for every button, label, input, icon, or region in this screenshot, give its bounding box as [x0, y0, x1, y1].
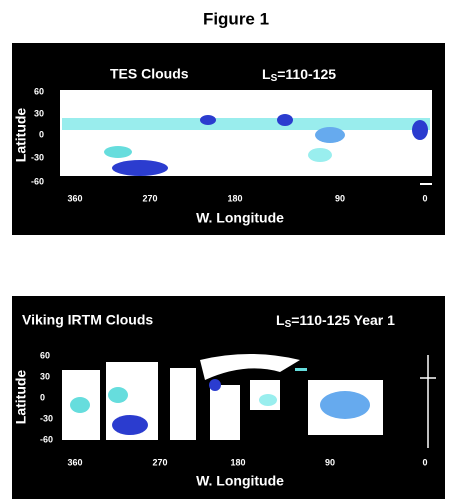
- y-tick-label: -30: [40, 413, 53, 423]
- y-tick-label: 60: [34, 86, 44, 96]
- y-tick-label: -30: [31, 152, 44, 162]
- x-tick-label: 270: [152, 457, 167, 467]
- y-tick-label: 60: [40, 350, 50, 360]
- y-axis-label: Latitude: [13, 370, 29, 425]
- panel: Viking IRTM Clouds LS=110-125 Year 1 Lat…: [12, 296, 445, 499]
- panel-title: Viking IRTM Clouds: [22, 312, 153, 328]
- cloud-map: [60, 90, 432, 185]
- x-tick-label: 270: [142, 193, 157, 203]
- x-tick-label: 180: [230, 457, 245, 467]
- x-tick-label: 90: [325, 457, 335, 467]
- cloud-blob: [412, 120, 428, 140]
- panel-title: TES Clouds: [110, 66, 189, 82]
- cloud-band: [62, 118, 430, 130]
- y-tick-label: 0: [40, 392, 45, 402]
- cloud-blob: [308, 148, 332, 162]
- cloud-blob: [112, 415, 148, 435]
- y-tick-label: -60: [31, 176, 44, 186]
- x-tick-label: 360: [67, 457, 82, 467]
- ls-range: =110-125: [277, 66, 336, 82]
- ls-range: =110-125 Year 1: [291, 312, 395, 328]
- x-tick-label: 360: [67, 193, 82, 203]
- map-edge: [60, 176, 432, 179]
- cloud-blob: [200, 115, 216, 125]
- cloud-blob: [295, 368, 307, 371]
- ls-label: LS=110-125 Year 1: [276, 312, 395, 330]
- panel: TES Clouds LS=110-125 Latitude 60 30 0 -…: [12, 43, 445, 235]
- x-tick-label: 0: [422, 457, 427, 467]
- map-patch: [210, 385, 240, 440]
- y-tick-label: 0: [39, 129, 44, 139]
- cloud-blob: [108, 387, 128, 403]
- map-patch: [60, 90, 432, 104]
- x-axis-label: W. Longitude: [196, 210, 284, 226]
- figure-title: Figure 1: [203, 9, 269, 28]
- cloud-blob: [277, 114, 293, 126]
- cloud-blob: [70, 397, 90, 413]
- y-tick-label: 30: [34, 108, 44, 118]
- map-patch: [170, 368, 196, 440]
- figure: Figure 1 TES Clouds LS=110-125 Latitude …: [0, 0, 472, 499]
- x-tick-label: 180: [227, 193, 242, 203]
- cloud-blob: [315, 127, 345, 143]
- map-marker: [420, 183, 432, 185]
- x-tick-label: 0: [422, 193, 427, 203]
- cloud-blob: [104, 146, 132, 158]
- cloud-blob: [259, 394, 277, 406]
- cloud-blob: [320, 391, 370, 419]
- cloud-blob: [209, 379, 221, 391]
- x-axis-label: W. Longitude: [196, 473, 284, 489]
- y-tick-label: 30: [40, 371, 50, 381]
- x-tick-label: 90: [335, 193, 345, 203]
- y-axis-label: Latitude: [13, 108, 29, 163]
- cloud-blob: [112, 160, 168, 176]
- y-tick-label: -60: [40, 434, 53, 444]
